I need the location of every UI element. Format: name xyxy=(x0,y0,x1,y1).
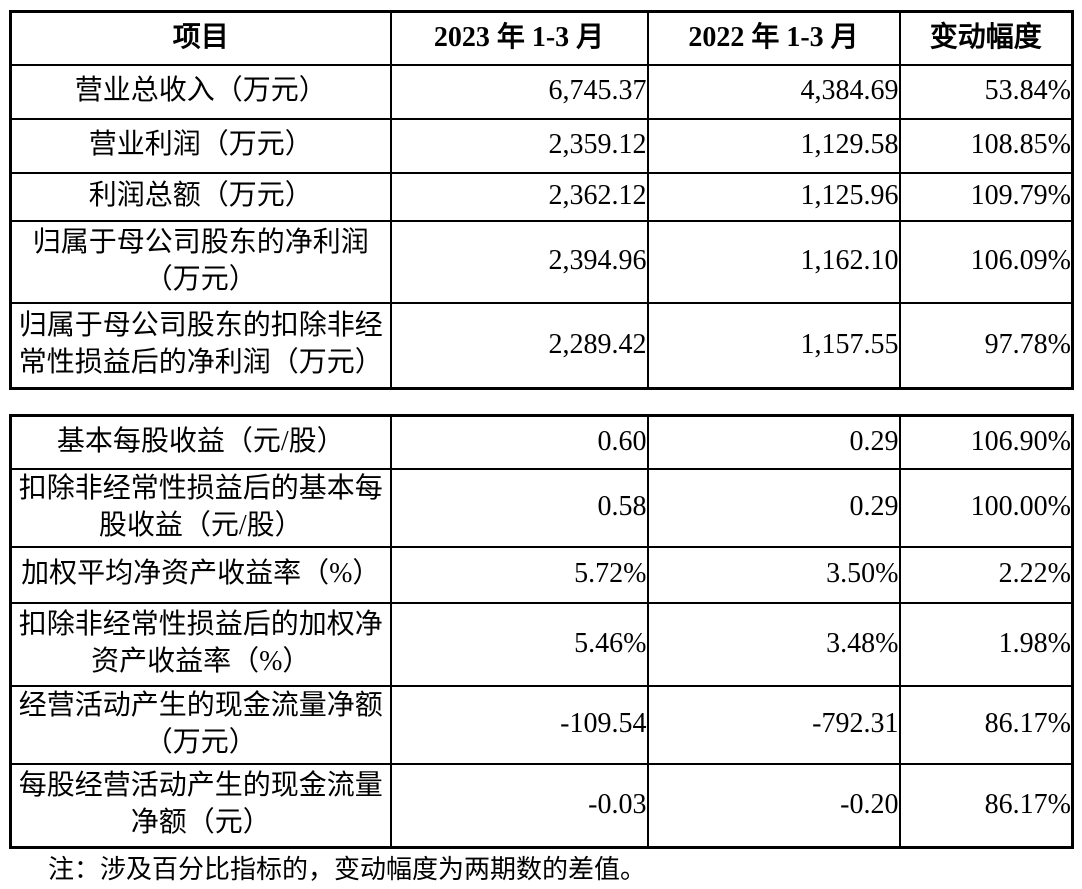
cell-value-2022: 1,129.58 xyxy=(646,117,901,174)
table-row: 加权平均净资产收益率（%） 5.72% 3.50% 2.22% xyxy=(9,545,1074,604)
cell-value-2022: 1,157.55 xyxy=(646,301,901,390)
cell-change-pct: 2.22% xyxy=(898,545,1074,604)
cell-change-pct: 106.90% xyxy=(898,414,1074,470)
table-header-row: 项目 2023 年 1-3 月 2022 年 1-3 月 变动幅度 xyxy=(9,10,1074,66)
cell-item-label: 归属于母公司股东的扣除非经 常性损益后的净利润（万元） xyxy=(9,301,392,390)
table-row: 利润总额（万元） 2,362.12 1,125.96 109.79% xyxy=(9,171,1074,222)
ratios-table-body: 基本每股收益（元/股） 0.60 0.29 106.90% 扣除非经常性损益后的基本每 … xyxy=(9,414,1074,849)
table-row: 扣除非经常性损益后的基本每 股收益（元/股） 0.58 0.29 100.00% xyxy=(9,467,1074,548)
cell-change-pct: 1.98% xyxy=(898,601,1074,687)
profit-table-body: 营业总收入（万元） 6,745.37 4,384.69 53.84% 营业利润（万元） 2… xyxy=(9,63,1074,390)
cell-value-2022: 1,162.10 xyxy=(646,219,901,304)
cell-value-2023: -109.54 xyxy=(389,684,649,765)
cell-value-2023: 5.46% xyxy=(389,601,649,687)
cell-value-2023: 2,362.12 xyxy=(389,171,649,222)
cell-item-label: 扣除非经常性损益后的基本每 股收益（元/股） xyxy=(9,467,392,548)
cell-value-2022: 0.29 xyxy=(646,467,901,548)
cell-item-label: 营业总收入（万元） xyxy=(9,63,392,120)
profit-summary-table: 项目 2023 年 1-3 月 2022 年 1-3 月 变动幅度 营业总收入（… xyxy=(9,10,1074,390)
cell-value-2023: 0.60 xyxy=(389,414,649,470)
cell-value-2022: 0.29 xyxy=(646,414,901,470)
header-2022: 2022 年 1-3 月 xyxy=(646,10,901,66)
cell-value-2022: 4,384.69 xyxy=(646,63,901,120)
table-row: 基本每股收益（元/股） 0.60 0.29 106.90% xyxy=(9,414,1074,470)
table-row: 经营活动产生的现金流量净额 （万元） -109.54 -792.31 86.17% xyxy=(9,684,1074,765)
cell-value-2023: 0.58 xyxy=(389,467,649,548)
cell-value-2023: 5.72% xyxy=(389,545,649,604)
cell-item-label: 经营活动产生的现金流量净额 （万元） xyxy=(9,684,392,765)
table-row: 归属于母公司股东的扣除非经 常性损益后的净利润（万元） 2,289.42 1,157… xyxy=(9,301,1074,390)
cell-value-2023: 2,394.96 xyxy=(389,219,649,304)
cell-item-label: 基本每股收益（元/股） xyxy=(9,414,392,470)
table-row: 营业利润（万元） 2,359.12 1,129.58 108.85% xyxy=(9,117,1074,174)
table-row: 每股经营活动产生的现金流量 净额（元） -0.03 -0.20 86.17% xyxy=(9,762,1074,849)
cell-value-2023: 2,289.42 xyxy=(389,301,649,390)
cell-change-pct: 86.17% xyxy=(898,684,1074,765)
header-2023: 2023 年 1-3 月 xyxy=(389,10,649,66)
cell-change-pct: 86.17% xyxy=(898,762,1074,849)
table-row: 归属于母公司股东的净利润 （万元） 2,394.96 1,162.10 106.09% xyxy=(9,219,1074,304)
cell-item-label: 归属于母公司股东的净利润 （万元） xyxy=(9,219,392,304)
per-share-ratios-table: 基本每股收益（元/股） 0.60 0.29 106.90% 扣除非经常性损益后的基本每 … xyxy=(9,414,1074,849)
cell-change-pct: 106.09% xyxy=(898,219,1074,304)
cell-value-2022: 3.50% xyxy=(646,545,901,604)
cell-item-label: 营业利润（万元） xyxy=(9,117,392,174)
cell-item-label: 加权平均净资产收益率（%） xyxy=(9,545,392,604)
table-row: 营业总收入（万元） 6,745.37 4,384.69 53.84% xyxy=(9,63,1074,120)
cell-item-label: 利润总额（万元） xyxy=(9,171,392,222)
cell-value-2022: -792.31 xyxy=(646,684,901,765)
cell-value-2023: 6,745.37 xyxy=(389,63,649,120)
cell-value-2022: -0.20 xyxy=(646,762,901,849)
cell-value-2022: 1,125.96 xyxy=(646,171,901,222)
cell-value-2022: 3.48% xyxy=(646,601,901,687)
cell-item-label: 扣除非经常性损益后的加权净 资产收益率（%） xyxy=(9,601,392,687)
cell-item-label: 每股经营活动产生的现金流量 净额（元） xyxy=(9,762,392,849)
cell-value-2023: 2,359.12 xyxy=(389,117,649,174)
table-row: 扣除非经常性损益后的加权净 资产收益率（%） 5.46% 3.48% 1.98% xyxy=(9,601,1074,687)
footnote: 注：涉及百分比指标的，变动幅度为两期数的差值。 xyxy=(48,855,647,884)
header-change: 变动幅度 xyxy=(898,10,1074,66)
cell-change-pct: 53.84% xyxy=(898,63,1074,120)
cell-change-pct: 97.78% xyxy=(898,301,1074,390)
cell-change-pct: 109.79% xyxy=(898,171,1074,222)
cell-change-pct: 108.85% xyxy=(898,117,1074,174)
header-item: 项目 xyxy=(9,10,392,66)
cell-value-2023: -0.03 xyxy=(389,762,649,849)
cell-change-pct: 100.00% xyxy=(898,467,1074,548)
